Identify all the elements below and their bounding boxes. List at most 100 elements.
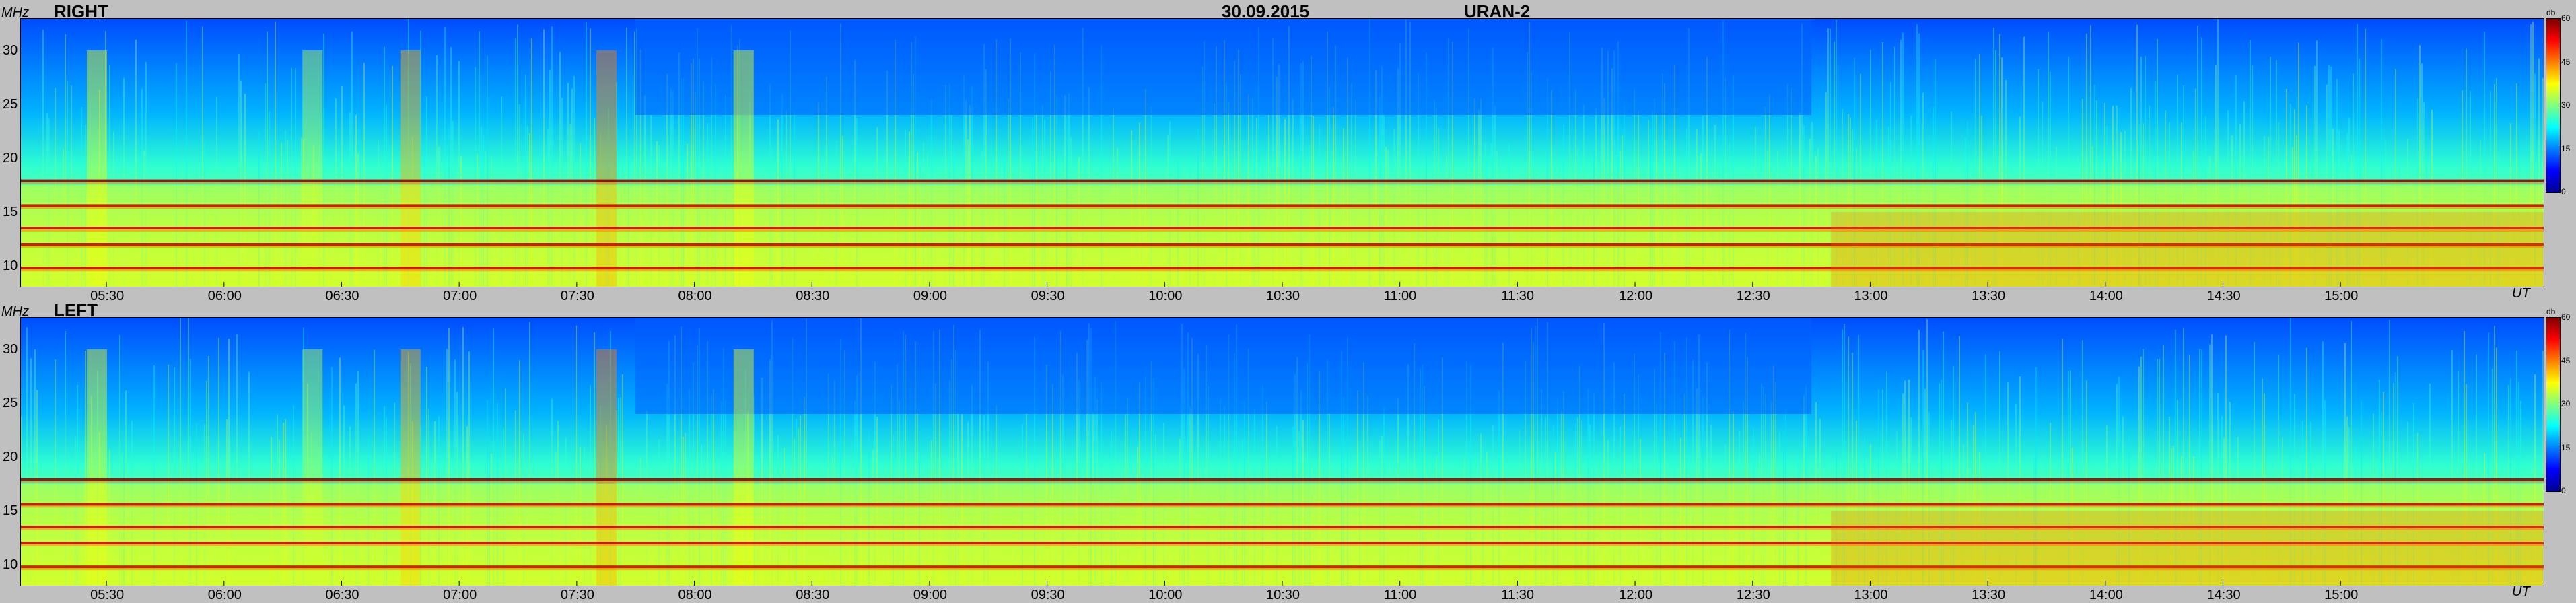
spectrogram-right: [20, 18, 2544, 287]
y-unit-label-left: MHz: [1, 304, 30, 319]
burst-column: [596, 50, 617, 287]
x-tick-label: 07:00: [443, 289, 477, 304]
x-tick-label: 06:30: [325, 289, 359, 304]
interference-band: [20, 542, 2544, 544]
interference-band-edge: [20, 568, 2544, 571]
x-tick-label: 12:30: [1736, 588, 1770, 602]
burst-column: [400, 349, 421, 586]
interference-band: [20, 503, 2544, 506]
y-tick-label: 20: [3, 151, 18, 166]
x-tick-label: 11:00: [1383, 588, 1417, 602]
x-tick-label: 14:30: [2206, 289, 2241, 304]
x-tick-label: 12:00: [1619, 588, 1653, 602]
colorbar-tick-label: 0: [2561, 486, 2566, 495]
x-tick-label: 14:30: [2206, 588, 2241, 602]
x-tick-label: 12:30: [1736, 289, 1770, 304]
x-tick-label: 05:30: [90, 289, 125, 304]
y-tick-label: 25: [3, 396, 18, 411]
y-tick-label: 15: [3, 503, 18, 518]
interference-band: [20, 565, 2544, 569]
y-tick-label: 20: [3, 450, 18, 464]
x-unit-label-right: UT: [2512, 286, 2530, 301]
x-tick-label: 07:30: [560, 289, 594, 304]
x-tick-label: 06:00: [207, 588, 242, 602]
colorbar-unit-left: db: [2546, 307, 2556, 316]
interference-band-edge: [20, 182, 2544, 184]
burst-column: [733, 349, 754, 586]
burst-column: [733, 50, 754, 287]
interference-band: [20, 478, 2544, 481]
spectrogram-canvas: [20, 317, 2544, 586]
y-tick-label: 25: [3, 97, 18, 112]
x-tick-label: 06:30: [325, 588, 359, 602]
interference-band: [20, 227, 2544, 229]
x-tick-label: 08:30: [796, 289, 830, 304]
interference-band-edge: [20, 528, 2544, 530]
spectrogram-left: [20, 317, 2544, 586]
interference-band-edge: [20, 544, 2544, 546]
x-tick-label: 10:00: [1148, 289, 1183, 304]
y-tick-label: 10: [3, 557, 18, 572]
colorbar-tick-label: 0: [2561, 187, 2566, 197]
colorbar-tick-label: 30: [2561, 100, 2571, 110]
x-tick-label: 10:30: [1266, 588, 1300, 602]
x-tick-label: 11:00: [1383, 289, 1417, 304]
y-tick-label: 30: [3, 342, 18, 357]
x-tick-label: 05:30: [90, 588, 125, 602]
interference-band-edge: [20, 505, 2544, 508]
x-tick-label: 08:00: [678, 289, 712, 304]
burst-column: [400, 50, 421, 287]
spectrogram-texture: [20, 18, 2544, 287]
x-tick-label: 14:00: [2089, 588, 2123, 602]
burst-column: [86, 50, 107, 287]
interference-band: [20, 526, 2544, 528]
y-tick-label: 30: [3, 43, 18, 58]
colorbar-tick-label: 45: [2561, 355, 2571, 365]
y-tick-label: 15: [3, 205, 18, 219]
quiet-region: [635, 317, 1812, 414]
x-tick-label: 08:00: [678, 588, 712, 602]
colorbar-tick-label: 45: [2561, 57, 2571, 67]
interference-band: [20, 267, 2544, 270]
colorbar-right: [2546, 18, 2561, 193]
interference-band-edge: [20, 229, 2544, 232]
x-unit-label-left: UT: [2512, 584, 2530, 599]
colorbar-left: [2546, 317, 2561, 492]
burst-column: [596, 349, 617, 586]
interference-band-edge: [20, 246, 2544, 248]
x-tick-label: 13:00: [1854, 588, 1888, 602]
x-tick-label: 09:30: [1031, 588, 1065, 602]
y-tick-label: 10: [3, 258, 18, 273]
colorbar-tick-label: 15: [2561, 442, 2571, 452]
interference-band: [20, 179, 2544, 182]
x-tick-label: 10:30: [1266, 289, 1300, 304]
colorbar-tick-label: 60: [2561, 312, 2571, 322]
x-tick-label: 13:00: [1854, 289, 1888, 304]
x-tick-label: 11:30: [1501, 289, 1534, 304]
interference-band-edge: [20, 207, 2544, 209]
y-unit-label-right: MHz: [1, 5, 30, 20]
x-tick-label: 06:00: [207, 289, 242, 304]
x-tick-label: 15:00: [2324, 289, 2359, 304]
x-tick-label: 09:30: [1031, 289, 1065, 304]
x-tick-label: 14:00: [2089, 289, 2123, 304]
burst-column: [86, 349, 107, 586]
burst-column: [302, 50, 323, 287]
burst-column: [302, 349, 323, 586]
afternoon-enhancement: [1831, 511, 2544, 586]
interference-band-edge: [20, 481, 2544, 483]
colorbar-tick-label: 30: [2561, 399, 2571, 409]
x-tick-label: 10:00: [1148, 588, 1183, 602]
colorbar-tick-label: 15: [2561, 143, 2571, 153]
colorbar-unit-right: db: [2546, 8, 2556, 17]
interference-band: [20, 243, 2544, 246]
x-tick-label: 15:00: [2324, 588, 2359, 602]
x-tick-label: 08:30: [796, 588, 830, 602]
x-tick-label: 07:30: [560, 588, 594, 602]
quiet-region: [635, 18, 1812, 115]
x-tick-label: 11:30: [1501, 588, 1534, 602]
x-tick-label: 13:30: [1972, 289, 2006, 304]
afternoon-enhancement: [1831, 212, 2544, 287]
colorbar-tick-label: 60: [2561, 13, 2571, 23]
interference-band-edge: [20, 269, 2544, 272]
